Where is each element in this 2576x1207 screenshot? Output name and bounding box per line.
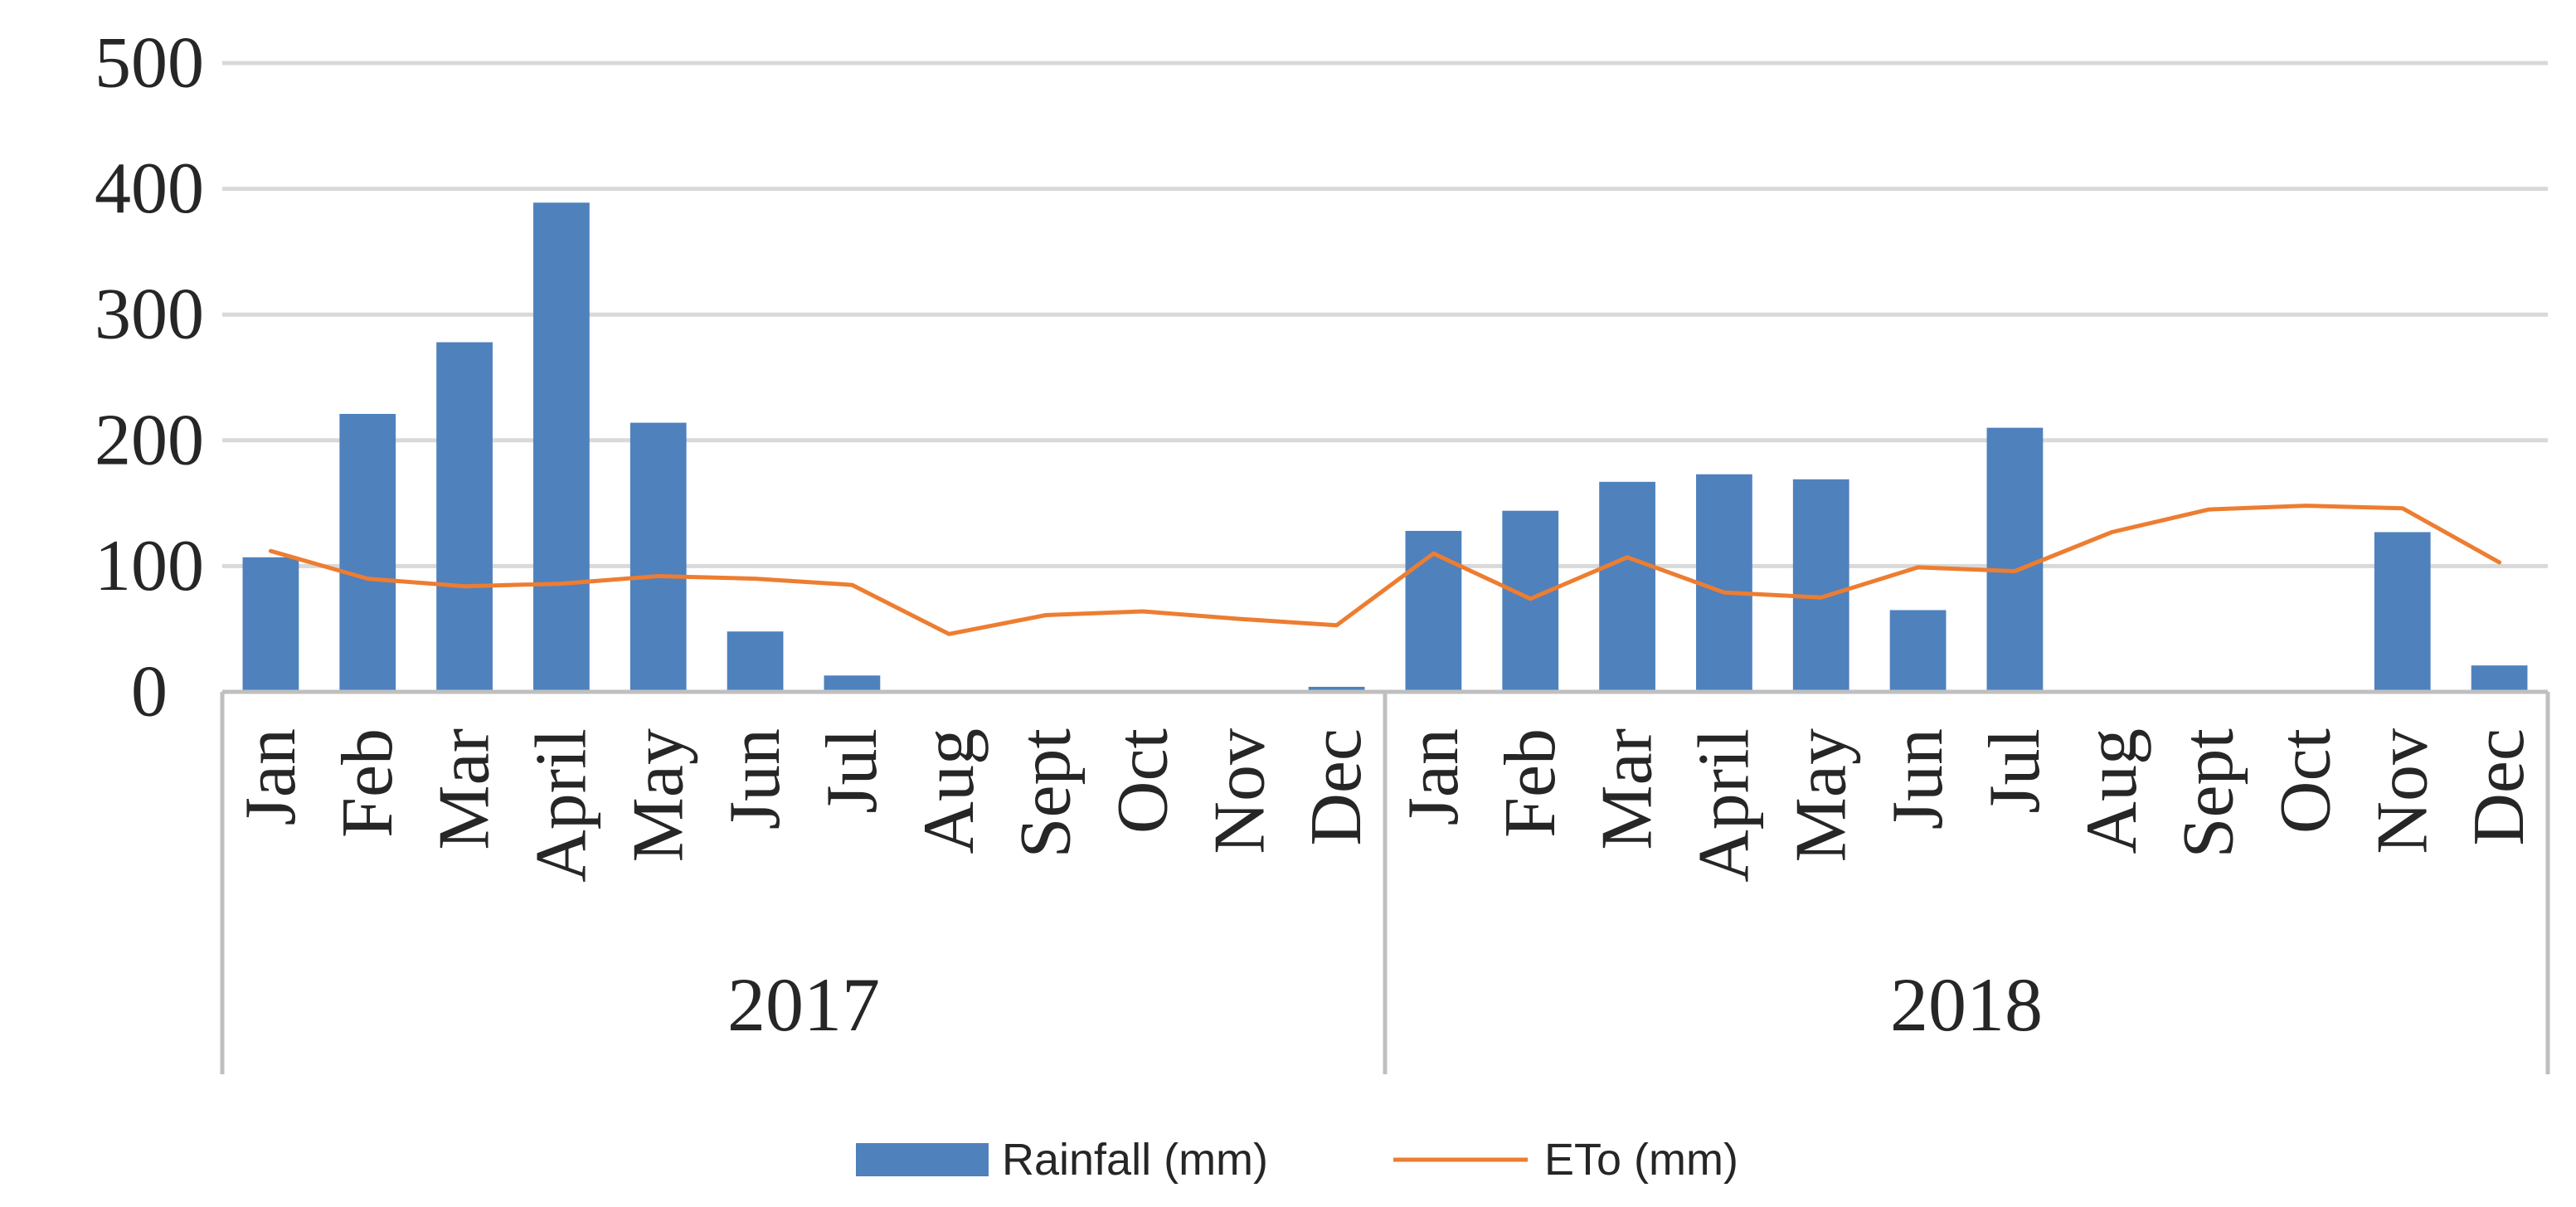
x-tick-label-2017-aug: Aug	[909, 728, 989, 854]
y-tick-label-200: 200	[95, 400, 204, 480]
year-label-2018: 2018	[1890, 962, 2043, 1047]
x-axis-year-labels: 2017 2018	[727, 962, 2043, 1047]
y-axis-tick-labels: 0 100 200 300 400 500	[95, 23, 204, 732]
legend-label-eto: ETo (mm)	[1544, 1135, 1738, 1185]
eto-line	[268, 504, 2502, 636]
rainfall-bar-1	[242, 557, 299, 692]
x-tick-label-2017-jan: Jan	[231, 728, 311, 825]
rainfall-bar-15	[1599, 481, 1655, 692]
x-tick-label-2018-jul: Jul	[1975, 728, 2055, 814]
rainfall-bars	[242, 202, 2528, 692]
x-tick-label-2017-dec: Dec	[1296, 728, 1377, 846]
rainfall-bar-24	[2471, 665, 2528, 692]
grid-lines	[222, 61, 2548, 568]
y-tick-label-0: 0	[131, 652, 168, 732]
x-tick-label-2018-aug: Aug	[2072, 728, 2152, 854]
rainfall-bar-16	[1696, 474, 1752, 692]
x-tick-label-2017-mar: Mar	[425, 728, 505, 850]
year-label-2017: 2017	[727, 962, 880, 1047]
rainfall-bar-12	[1308, 686, 1365, 692]
rainfall-bar-3	[436, 342, 493, 692]
y-tick-label-500: 500	[95, 23, 204, 104]
legend-label-rainfall: Rainfall (mm)	[1002, 1135, 1268, 1185]
rainfall-bar-13	[1405, 530, 1462, 692]
x-tick-label-2017-april: April	[521, 728, 601, 883]
y-tick-label-400: 400	[95, 148, 204, 229]
rainfall-bar-17	[1792, 479, 1849, 692]
x-tick-label-2018-feb: Feb	[1490, 728, 1571, 838]
rainfall-bar-23	[2374, 532, 2431, 692]
x-tick-label-2017-feb: Feb	[328, 728, 408, 838]
eto-line-group	[268, 504, 2502, 636]
rainfall-bar-18	[1889, 610, 1947, 692]
x-tick-label-2018-april: April	[1684, 728, 1764, 883]
legend: Rainfall (mm) ETo (mm)	[856, 1135, 1738, 1185]
x-tick-label-2018-oct: Oct	[2265, 728, 2345, 834]
y-tick-label-100: 100	[95, 526, 204, 606]
x-axis-month-labels: Jan Feb Mar April May Jun Jul Aug Sept Oct Nov Dec J…	[231, 728, 2540, 883]
x-tick-label-2018-mar: Mar	[1587, 728, 1668, 850]
legend-swatch-rainfall	[856, 1143, 989, 1176]
x-tick-label-2018-dec: Dec	[2459, 728, 2540, 846]
x-tick-label-2017-jul: Jul	[812, 728, 892, 814]
x-tick-label-2017-sept: Sept	[1006, 728, 1086, 858]
x-tick-label-2018-sept: Sept	[2169, 728, 2249, 858]
rainfall-bar-2	[339, 413, 396, 692]
x-tick-label-2018-may: May	[1781, 728, 1861, 862]
rainfall-bar-4	[533, 202, 590, 692]
rainfall-bar-19	[1986, 427, 2044, 692]
x-axis	[220, 689, 2550, 1074]
x-tick-label-2017-nov: Nov	[1199, 728, 1280, 854]
x-tick-label-2018-jan: Jan	[1393, 728, 1474, 825]
rainfall-bar-7	[824, 675, 881, 692]
x-tick-label-2017-oct: Oct	[1102, 728, 1183, 834]
rainfall-bar-5	[629, 422, 687, 692]
x-tick-label-2018-nov: Nov	[2362, 728, 2442, 854]
x-tick-label-2018-jun: Jun	[1878, 728, 1958, 830]
x-tick-label-2017-may: May	[618, 728, 698, 862]
rainfall-bar-14	[1502, 510, 1559, 692]
x-tick-label-2017-jun: Jun	[715, 728, 795, 830]
rainfall-bar-6	[727, 631, 784, 692]
y-tick-label-300: 300	[95, 275, 204, 355]
